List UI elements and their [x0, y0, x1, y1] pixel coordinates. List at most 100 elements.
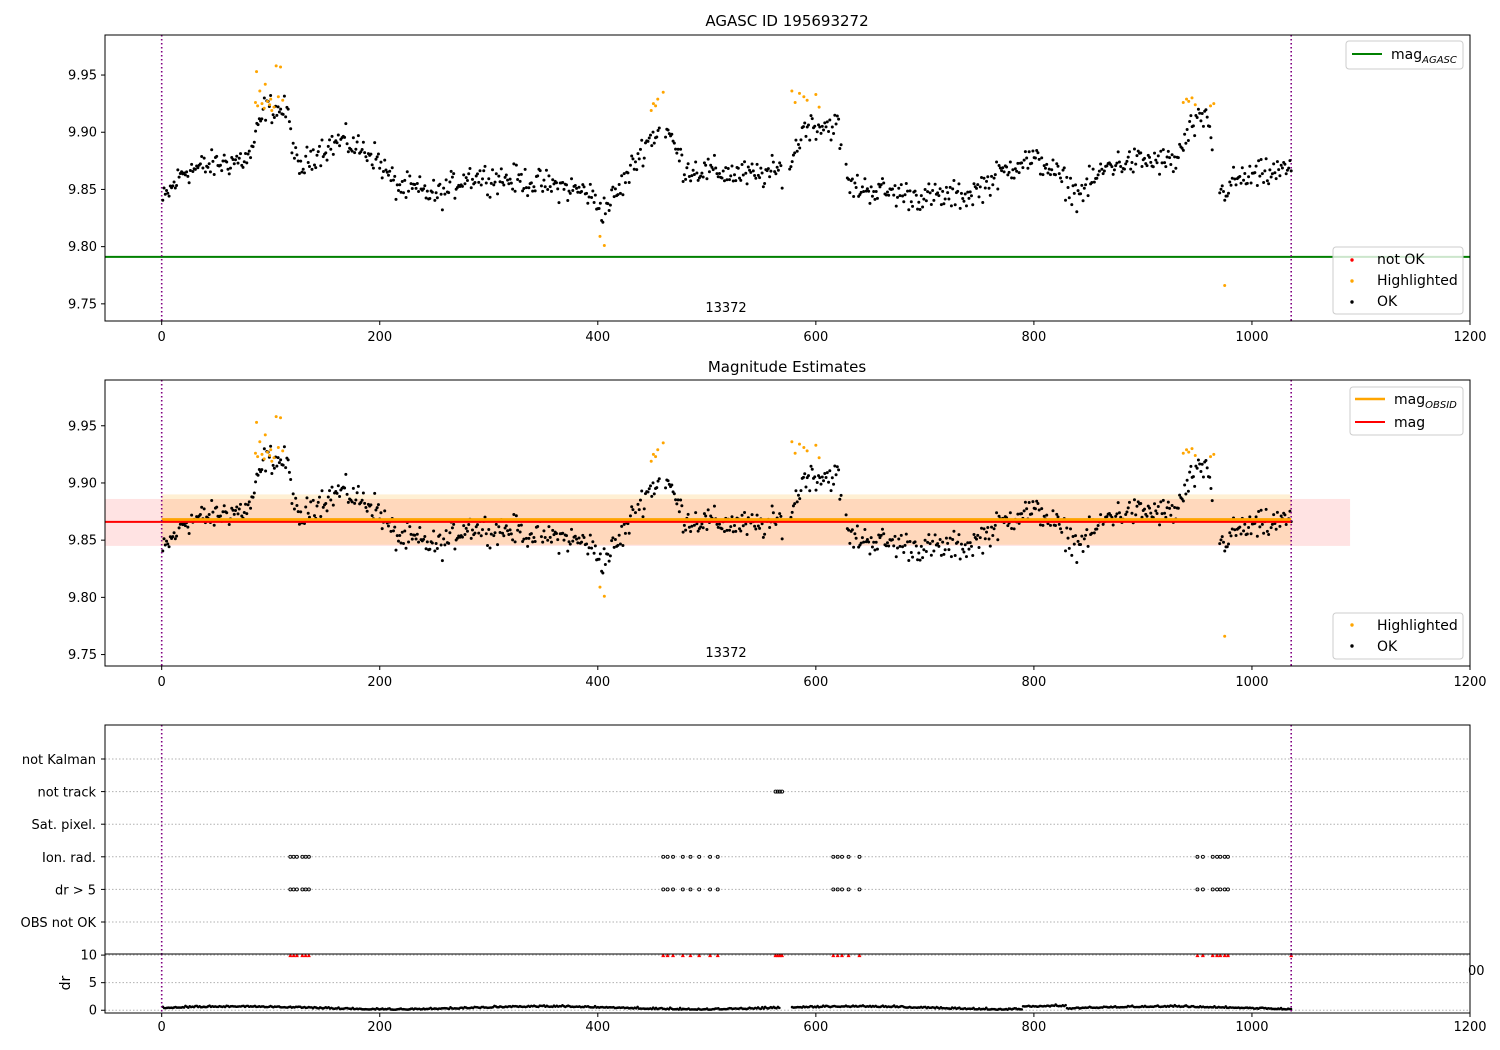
- ok-point: [877, 182, 881, 186]
- panel-dr-ytick-label: 5: [89, 976, 97, 991]
- ok-point: [1065, 175, 1069, 179]
- ok-point: [481, 177, 485, 181]
- highlighted-point: [1223, 284, 1227, 288]
- ok-point: [1001, 166, 1005, 170]
- dr-clipped-marker: [1195, 954, 1200, 958]
- ok-point: [690, 174, 694, 178]
- ok-point: [448, 180, 452, 184]
- ok-point: [1129, 167, 1133, 171]
- ok-point: [171, 535, 175, 539]
- ok-point: [864, 540, 868, 544]
- ok-point: [536, 174, 540, 178]
- ok-point: [533, 189, 537, 193]
- ok-point: [1257, 510, 1261, 514]
- ok-point: [734, 529, 738, 533]
- ok-point: [353, 151, 357, 155]
- ok-point: [741, 173, 745, 177]
- ok-point: [695, 522, 699, 526]
- ok-point: [249, 156, 253, 160]
- ok-point: [1105, 164, 1109, 168]
- ok-point: [316, 500, 320, 504]
- ok-point: [1165, 155, 1169, 159]
- highlighted-point: [268, 103, 272, 107]
- ok-point: [741, 524, 745, 528]
- ok-point: [1082, 186, 1086, 190]
- ok-point: [400, 180, 404, 184]
- panel-magnitude-estimates-ytick-label: 9.80: [68, 591, 97, 606]
- dr-clipped-marker: [680, 954, 685, 958]
- ok-point: [460, 184, 464, 188]
- ok-point: [790, 510, 794, 514]
- highlighted-point: [598, 585, 602, 589]
- ok-point: [941, 189, 945, 193]
- ok-point: [270, 471, 274, 475]
- ok-point: [474, 174, 478, 178]
- ok-point: [171, 184, 175, 188]
- ok-point: [664, 486, 668, 490]
- ok-point: [307, 165, 311, 169]
- ok-point: [754, 176, 758, 180]
- ok-point: [929, 202, 933, 206]
- ok-point: [1012, 527, 1016, 531]
- dr-clipped-marker: [857, 954, 862, 958]
- ok-point: [570, 177, 574, 181]
- ok-point: [593, 193, 597, 197]
- dr-clipped-marker: [835, 954, 840, 958]
- ok-point: [1046, 171, 1050, 175]
- flag-point: [294, 887, 299, 892]
- ok-point: [1221, 540, 1225, 544]
- ok-point: [676, 147, 680, 151]
- ok-point: [1091, 167, 1095, 171]
- ok-point: [597, 557, 601, 561]
- ok-point: [712, 153, 716, 157]
- ok-point: [325, 158, 329, 162]
- ok-point: [544, 168, 548, 172]
- ok-point: [844, 513, 848, 517]
- flag-point: [671, 854, 675, 859]
- ok-point: [631, 157, 635, 161]
- ok-point: [1239, 532, 1243, 536]
- ok-point: [613, 538, 617, 542]
- ok-point: [1229, 534, 1233, 538]
- ok-point: [161, 549, 165, 553]
- ok-point: [1025, 156, 1029, 160]
- ok-point: [859, 541, 863, 545]
- ok-point: [986, 525, 990, 529]
- ok-point: [760, 171, 764, 175]
- ok-point: [464, 526, 468, 530]
- ok-point: [704, 163, 708, 167]
- ok-point: [1082, 537, 1086, 541]
- ok-point: [507, 182, 511, 186]
- ok-point: [161, 198, 165, 202]
- flag-point: [1215, 887, 1220, 892]
- ok-point: [1076, 189, 1080, 193]
- ok-point: [386, 524, 390, 528]
- ok-point: [1156, 154, 1160, 158]
- ok-point: [864, 189, 868, 193]
- ok-point: [838, 147, 842, 151]
- ok-point: [175, 183, 179, 187]
- ok-point: [573, 534, 577, 538]
- highlighted-point: [602, 243, 606, 247]
- ok-point: [1096, 173, 1100, 177]
- ok-point: [731, 530, 735, 534]
- ok-point: [586, 552, 590, 556]
- ok-point: [608, 203, 612, 207]
- ok-point: [832, 482, 836, 486]
- ok-point: [793, 502, 797, 506]
- ok-point: [269, 444, 273, 448]
- ok-point: [627, 180, 631, 184]
- ok-point: [806, 123, 810, 127]
- ok-point: [1127, 500, 1131, 504]
- highlighted-point: [793, 100, 797, 104]
- ok-point: [1061, 168, 1065, 172]
- ok-point: [376, 152, 380, 156]
- ok-point: [247, 500, 251, 504]
- ok-point: [944, 185, 948, 189]
- ok-point: [949, 555, 953, 559]
- ok-point: [1247, 525, 1251, 529]
- ok-point: [869, 185, 873, 189]
- ok-point: [1115, 512, 1119, 516]
- highlighted-point: [263, 433, 267, 437]
- ok-point: [774, 522, 778, 526]
